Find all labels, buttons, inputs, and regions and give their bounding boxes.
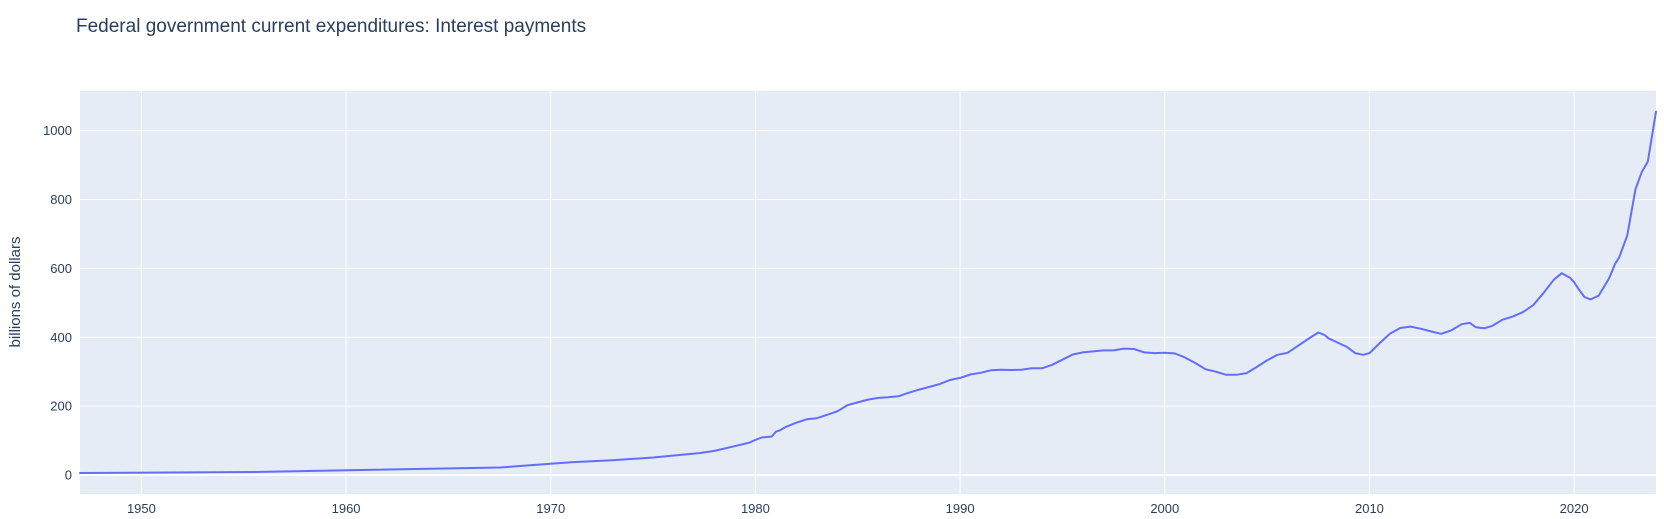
y-tick-label: 200 — [50, 399, 72, 414]
x-tick-label: 2020 — [1560, 501, 1589, 516]
series-layer — [79, 110, 1657, 474]
y-tick-label: 800 — [50, 192, 72, 207]
grid-lines — [80, 91, 1656, 494]
y-tick-label: 0 — [65, 468, 72, 483]
y-tick-label: 400 — [50, 330, 72, 345]
x-axis-ticks: 1950 1960 1970 1980 1990 2000 2010 2020 — [127, 501, 1589, 516]
y-tick-label: 600 — [50, 261, 72, 276]
x-tick-label: 1960 — [332, 501, 361, 516]
x-tick-label: 2000 — [1150, 501, 1179, 516]
x-tick-label: 1950 — [127, 501, 156, 516]
y-tick-label: 1000 — [43, 123, 72, 138]
x-tick-label: 1980 — [741, 501, 770, 516]
chart-title: Federal government current expenditures:… — [76, 16, 586, 37]
x-tick-label: 2010 — [1355, 501, 1384, 516]
x-tick-label: 1990 — [946, 501, 975, 516]
y-axis-ticks: 0 200 400 600 800 1000 — [43, 123, 72, 482]
x-tick-label: 1970 — [536, 501, 565, 516]
y-axis-title: billions of dollars — [7, 237, 24, 348]
series-line — [79, 110, 1657, 474]
plot-area — [80, 91, 1656, 494]
